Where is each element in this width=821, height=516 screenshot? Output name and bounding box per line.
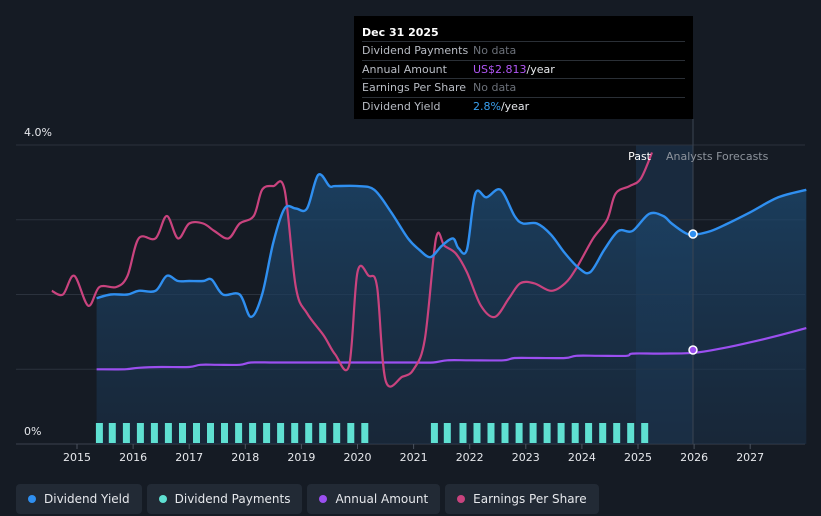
- dividend-payment-bar: [430, 423, 438, 443]
- x-tick-label: 2023: [512, 451, 540, 464]
- dividend-payment-bar: [543, 423, 551, 443]
- dividend-payment-bar: [613, 423, 621, 443]
- legend-dividend-payments[interactable]: Dividend Payments: [146, 484, 303, 514]
- dividend-payment-bar: [361, 423, 369, 443]
- dividend-payment-bar: [347, 423, 355, 443]
- dividend-payment-bar: [108, 423, 116, 443]
- legend-earnings-per-share[interactable]: Earnings Per Share: [445, 484, 599, 514]
- dividend-payment-bar: [122, 423, 130, 443]
- annual-amount-line: [96, 327, 807, 371]
- legend-annual-amount[interactable]: Annual Amount: [307, 484, 441, 514]
- tooltip-label: Dividend Payments: [362, 44, 469, 57]
- dividend-payment-bar: [291, 423, 299, 443]
- x-tick-label: 2026: [680, 451, 708, 464]
- tooltip: Dec 31 2025 Dividend Payments No data An…: [354, 16, 693, 119]
- dividend-payment-bar: [333, 423, 341, 443]
- tooltip-label: Annual Amount: [362, 62, 447, 76]
- x-tick-label: 2018: [231, 451, 259, 464]
- tooltip-unit: /year: [526, 62, 555, 76]
- legend: Dividend Yield Dividend Payments Annual …: [16, 484, 599, 514]
- tooltip-value-wrap: 2.8%/year: [473, 98, 529, 116]
- legend-label: Dividend Payments: [174, 492, 291, 506]
- dividend-payment-bar: [599, 423, 607, 443]
- legend-label: Earnings Per Share: [473, 492, 587, 506]
- dividend-payment-bar: [249, 423, 257, 443]
- legend-dot-icon: [319, 495, 328, 503]
- tooltip-row-annual-amount: Annual Amount US$2.813/year: [362, 59, 685, 79]
- forecast-label: Analysts Forecasts: [666, 150, 769, 163]
- dividend-payment-bar: [443, 423, 451, 443]
- dividend-yield-area: [96, 174, 807, 445]
- y-axis-label: 0%: [24, 425, 41, 438]
- legend-dot-icon: [28, 495, 36, 503]
- dividend-payment-bar: [207, 423, 214, 443]
- x-axis: 2015 2016 2017 2018 2019 2020 2021 2022 2023 2024…: [63, 444, 764, 464]
- legend-dividend-yield[interactable]: Dividend Yield: [16, 484, 142, 514]
- y-axis: 4.0% 0%: [24, 126, 52, 438]
- past-label: Past: [628, 150, 652, 163]
- x-tick-label: 2016: [119, 451, 147, 464]
- dividend-payment-bar: [179, 423, 186, 443]
- legend-label: Annual Amount: [335, 492, 429, 506]
- x-tick-label: 2022: [456, 451, 484, 464]
- tooltip-label: Dividend Yield: [362, 99, 441, 113]
- tooltip-value: No data: [473, 44, 517, 57]
- dividend-payment-bar: [235, 423, 243, 443]
- earnings-per-share-line: [51, 152, 654, 388]
- dividend-payment-bar: [473, 423, 481, 443]
- legend-label: Dividend Yield: [44, 492, 130, 506]
- yield-highlight-marker[interactable]: [688, 229, 698, 239]
- dividend-payment-bar: [277, 423, 285, 443]
- dividend-payment-bar: [641, 423, 649, 443]
- x-tick-label: 2024: [568, 451, 596, 464]
- x-tick-label: 2027: [736, 451, 764, 464]
- dividend-payment-bar: [459, 423, 467, 443]
- dividend-payment-bar: [627, 423, 635, 443]
- dividend-payment-bar: [136, 423, 144, 443]
- dividend-payment-bar: [529, 423, 537, 443]
- dividend-payment-bar: [164, 423, 172, 443]
- tooltip-unit: /year: [500, 99, 530, 113]
- x-tick-label: 2015: [63, 451, 91, 464]
- tooltip-row-eps: Earnings Per Share No data: [362, 78, 685, 97]
- legend-dot-icon: [457, 495, 466, 503]
- dividend-payment-bar: [557, 423, 565, 443]
- dividend-payment-bar: [221, 423, 228, 443]
- legend-dot-icon: [158, 495, 167, 503]
- y-axis-label: 4.0%: [24, 126, 52, 139]
- x-tick-label: 2017: [175, 451, 203, 464]
- dividend-payment-bar: [487, 423, 495, 443]
- dividend-yield-line: [96, 173, 807, 319]
- x-tick-label: 2020: [344, 451, 372, 464]
- tooltip-row-dividend-yield: Dividend Yield 2.8%/year: [362, 96, 685, 116]
- x-tick-label: 2025: [624, 451, 652, 464]
- tooltip-label: Earnings Per Share: [362, 81, 467, 94]
- dividend-payment-bar: [193, 423, 200, 443]
- dividend-payment-bar: [150, 423, 158, 443]
- dividend-payment-bar: [95, 423, 103, 443]
- dividend-payments-bars: [95, 423, 649, 443]
- tooltip-date: Dec 31 2025: [362, 26, 439, 39]
- tooltip-value: US$2.813: [473, 62, 527, 76]
- dividend-payment-bar: [263, 423, 271, 443]
- dividend-payment-bar: [515, 423, 523, 443]
- amount-highlight-marker[interactable]: [688, 345, 698, 355]
- tooltip-value: No data: [473, 81, 517, 94]
- x-tick-label: 2019: [287, 451, 315, 464]
- dividend-payment-bar: [319, 423, 327, 443]
- dividend-payment-bar: [305, 423, 313, 443]
- dividend-payment-bar: [571, 423, 579, 443]
- tooltip-value: 2.8%: [473, 99, 501, 113]
- dividend-payment-bar: [501, 423, 509, 443]
- dividend-payment-bar: [585, 423, 593, 443]
- tooltip-value-wrap: US$2.813/year: [473, 61, 555, 79]
- x-tick-label: 2021: [400, 451, 428, 464]
- tooltip-row-dividend-payments: Dividend Payments No data: [362, 41, 685, 60]
